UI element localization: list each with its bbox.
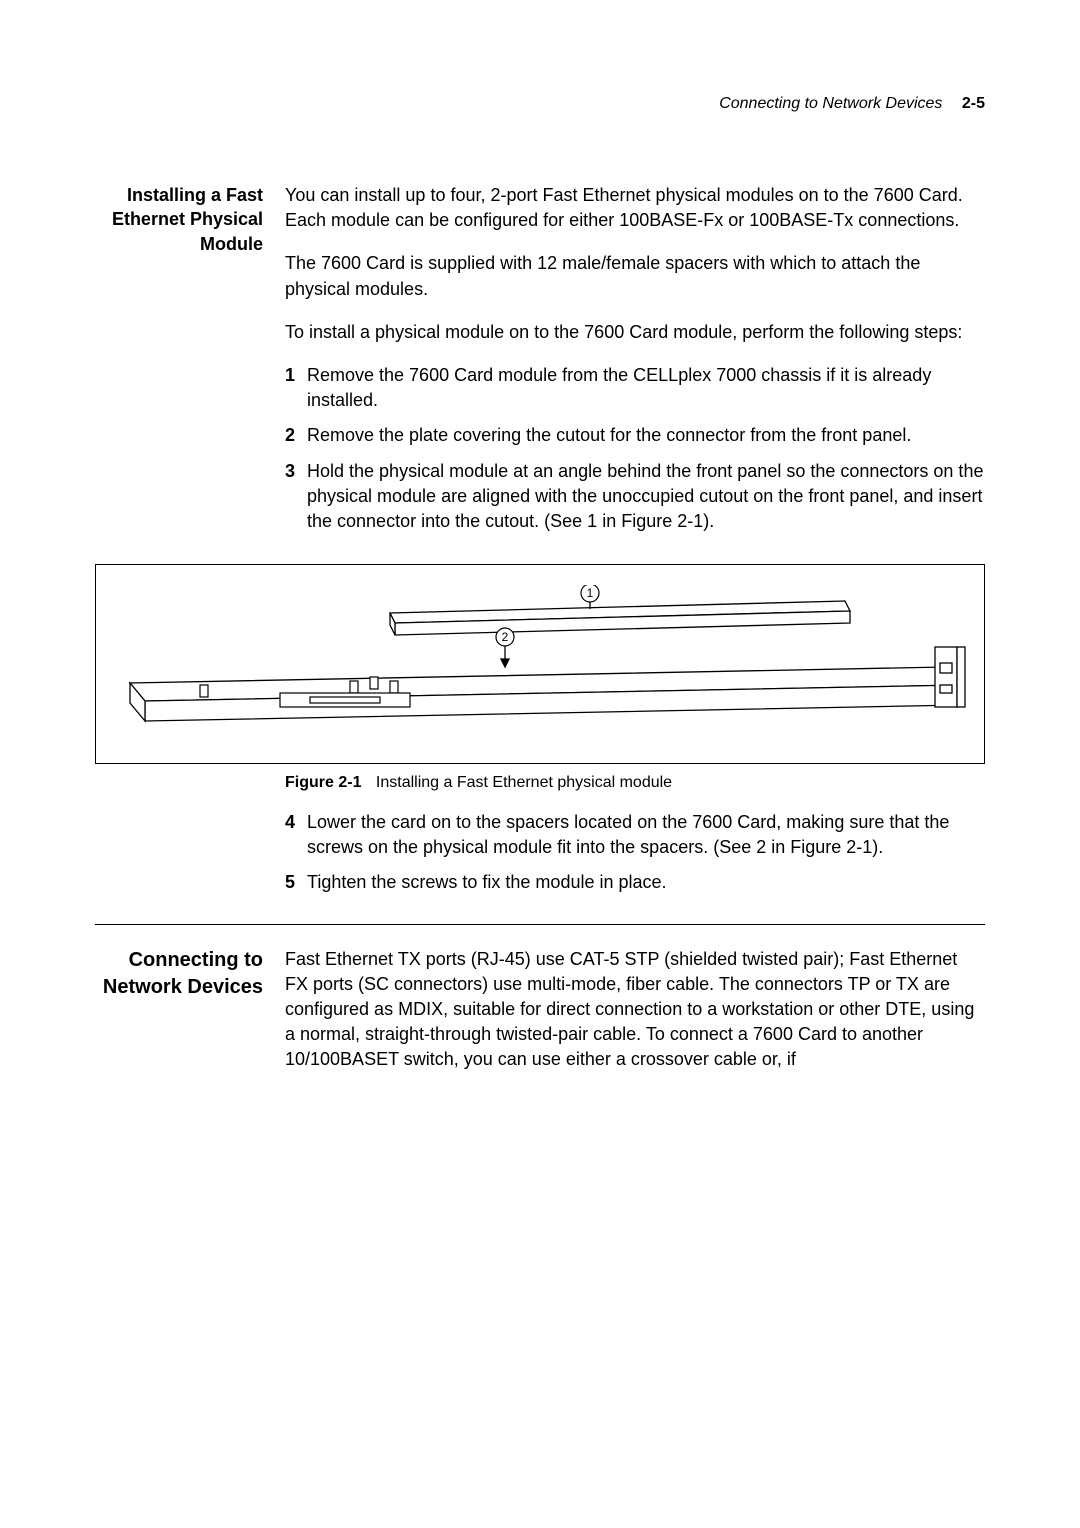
step-item: 4 Lower the card on to the spacers locat… xyxy=(285,810,985,860)
figure-label: Figure 2-1 xyxy=(285,774,361,791)
step-text: Lower the card on to the spacers located… xyxy=(307,810,985,860)
section-content: You can install up to four, 2-port Fast … xyxy=(285,183,985,544)
figure-container: 1 2 xyxy=(95,564,985,764)
step-number: 5 xyxy=(285,870,307,895)
step-item: 2 Remove the plate covering the cutout f… xyxy=(285,423,985,448)
section-heading: Installing a Fast Ethernet Physical Modu… xyxy=(95,183,285,544)
section-heading: Connecting to Network Devices xyxy=(95,947,285,1091)
step-text: Hold the physical module at an angle beh… xyxy=(307,459,985,535)
step-number: 4 xyxy=(285,810,307,860)
callout-1: 1 xyxy=(587,586,594,600)
figure-diagram: 1 2 xyxy=(110,585,970,730)
running-title: Connecting to Network Devices xyxy=(719,95,942,112)
section-connecting: Connecting to Network Devices Fast Ether… xyxy=(95,947,985,1091)
figure-box: 1 2 xyxy=(95,564,985,764)
step-number: 3 xyxy=(285,459,307,535)
steps-list: 1 Remove the 7600 Card module from the C… xyxy=(285,363,985,534)
callout-2: 2 xyxy=(502,630,509,644)
page-number: 2-5 xyxy=(962,95,985,112)
step-number: 2 xyxy=(285,423,307,448)
section-divider xyxy=(95,924,985,925)
post-figure-steps: 4 Lower the card on to the spacers locat… xyxy=(285,810,985,896)
paragraph: You can install up to four, 2-port Fast … xyxy=(285,183,985,233)
paragraph: Fast Ethernet TX ports (RJ-45) use CAT-5… xyxy=(285,947,985,1073)
paragraph: The 7600 Card is supplied with 12 male/f… xyxy=(285,251,985,301)
step-text: Remove the 7600 Card module from the CEL… xyxy=(307,363,985,413)
step-item: 5 Tighten the screws to fix the module i… xyxy=(285,870,985,895)
step-item: 3 Hold the physical module at an angle b… xyxy=(285,459,985,535)
figure-caption: Figure 2-1 Installing a Fast Ethernet ph… xyxy=(285,774,985,792)
steps-list-continued: 4 Lower the card on to the spacers locat… xyxy=(285,810,985,896)
step-item: 1 Remove the 7600 Card module from the C… xyxy=(285,363,985,413)
step-text: Tighten the screws to fix the module in … xyxy=(307,870,985,895)
paragraph: To install a physical module on to the 7… xyxy=(285,320,985,345)
section-installing: Installing a Fast Ethernet Physical Modu… xyxy=(95,183,985,544)
section-content: Fast Ethernet TX ports (RJ-45) use CAT-5… xyxy=(285,947,985,1091)
running-header: Connecting to Network Devices 2-5 xyxy=(95,95,985,113)
step-number: 1 xyxy=(285,363,307,413)
step-text: Remove the plate covering the cutout for… xyxy=(307,423,985,448)
figure-caption-text: Installing a Fast Ethernet physical modu… xyxy=(376,774,672,791)
